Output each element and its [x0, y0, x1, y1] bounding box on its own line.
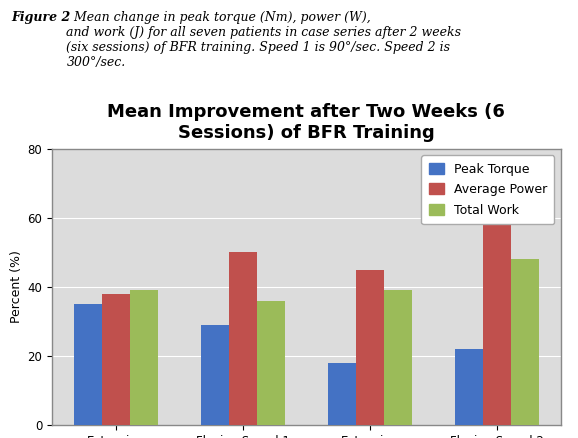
Bar [511, 259, 539, 425]
Bar [356, 270, 384, 425]
Bar [229, 252, 257, 425]
Text: Mean change in peak torque (Nm), power (W),
and work (J) for all seven patients : Mean change in peak torque (Nm), power (… [66, 11, 461, 69]
Bar [73, 304, 102, 425]
Bar [129, 290, 158, 425]
Text: Figure 2: Figure 2 [12, 11, 71, 24]
Bar [102, 294, 129, 425]
Bar [257, 300, 285, 425]
Bar [384, 290, 412, 425]
Bar [455, 349, 483, 425]
Legend: Peak Torque, Average Power, Total Work: Peak Torque, Average Power, Total Work [421, 155, 554, 224]
Bar [483, 159, 511, 425]
Bar [201, 325, 229, 425]
Bar [328, 363, 356, 425]
Title: Mean Improvement after Two Weeks (6
Sessions) of BFR Training: Mean Improvement after Two Weeks (6 Sess… [108, 103, 505, 142]
Y-axis label: Percent (%): Percent (%) [10, 251, 23, 323]
